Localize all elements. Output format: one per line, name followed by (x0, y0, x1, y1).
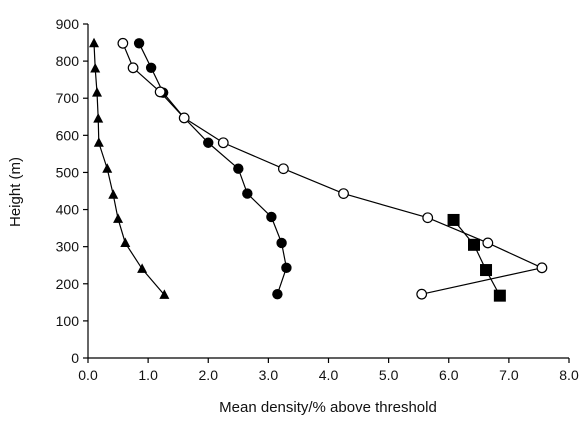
data-point (178, 112, 190, 124)
data-point (278, 163, 289, 175)
data-point (416, 288, 428, 300)
x-tick-label: 5.0 (379, 367, 399, 383)
y-tick-label: 200 (56, 276, 80, 292)
data-point (90, 63, 101, 73)
series-filled-square (447, 213, 506, 302)
x-tick-label: 7.0 (499, 367, 519, 383)
data-point (536, 262, 548, 274)
y-tick-label: 700 (56, 90, 80, 106)
data-point (159, 289, 170, 299)
data-point (266, 211, 277, 223)
y-tick-label: 100 (56, 313, 80, 329)
y-tick-label: 0 (71, 350, 79, 366)
data-point (217, 137, 229, 149)
x-ticks: 0.0 1.0 2.0 3.0 4.0 5.0 6.0 7.0 8.0 (78, 358, 579, 383)
series-line (138, 43, 288, 295)
data-point (93, 113, 104, 123)
y-ticks: 0 100 200 300 400 500 600 700 800 900 (56, 16, 88, 366)
data-point (493, 289, 506, 302)
data-point (133, 38, 145, 49)
data-point (338, 188, 349, 199)
data-point (154, 86, 166, 98)
y-tick-label: 500 (56, 164, 80, 180)
data-point (276, 237, 287, 249)
data-point (108, 189, 119, 199)
series-open-circle (117, 37, 548, 300)
x-tick-label: 8.0 (559, 367, 579, 383)
y-axis-title: Height (m) (7, 157, 24, 227)
series-line (453, 219, 501, 296)
y-tick-label: 800 (56, 53, 80, 69)
x-tick-label: 3.0 (259, 367, 279, 383)
data-point (93, 137, 104, 147)
data-point (233, 163, 244, 174)
data-point (422, 212, 434, 224)
data-point (120, 237, 131, 247)
data-point (482, 237, 494, 249)
data-point (113, 213, 124, 223)
data-point (480, 264, 493, 277)
data-point (272, 288, 283, 300)
y-tick-label: 400 (56, 202, 80, 218)
series-filled-circle (133, 38, 292, 300)
series-layer (89, 37, 548, 302)
x-tick-label: 2.0 (199, 367, 219, 383)
x-tick-label: 6.0 (439, 367, 459, 383)
data-point (89, 37, 100, 48)
data-point (468, 238, 481, 251)
y-tick-label: 900 (56, 16, 80, 32)
x-tick-label: 1.0 (138, 367, 158, 383)
y-tick-label: 600 (56, 127, 80, 143)
x-axis-title: Mean density/% above threshold (219, 399, 437, 416)
x-tick-label: 0.0 (78, 367, 98, 383)
series-filled-triangle (89, 37, 170, 299)
data-point (242, 188, 253, 199)
data-point (203, 137, 214, 148)
y-tick-label: 300 (56, 239, 80, 255)
data-point (102, 163, 113, 173)
data-point (92, 87, 103, 97)
data-point (281, 262, 292, 274)
x-tick-label: 4.0 (319, 367, 339, 383)
data-point (127, 62, 139, 74)
data-point (117, 37, 129, 49)
data-point (137, 263, 148, 273)
data-point (145, 62, 157, 73)
data-point (447, 213, 460, 226)
